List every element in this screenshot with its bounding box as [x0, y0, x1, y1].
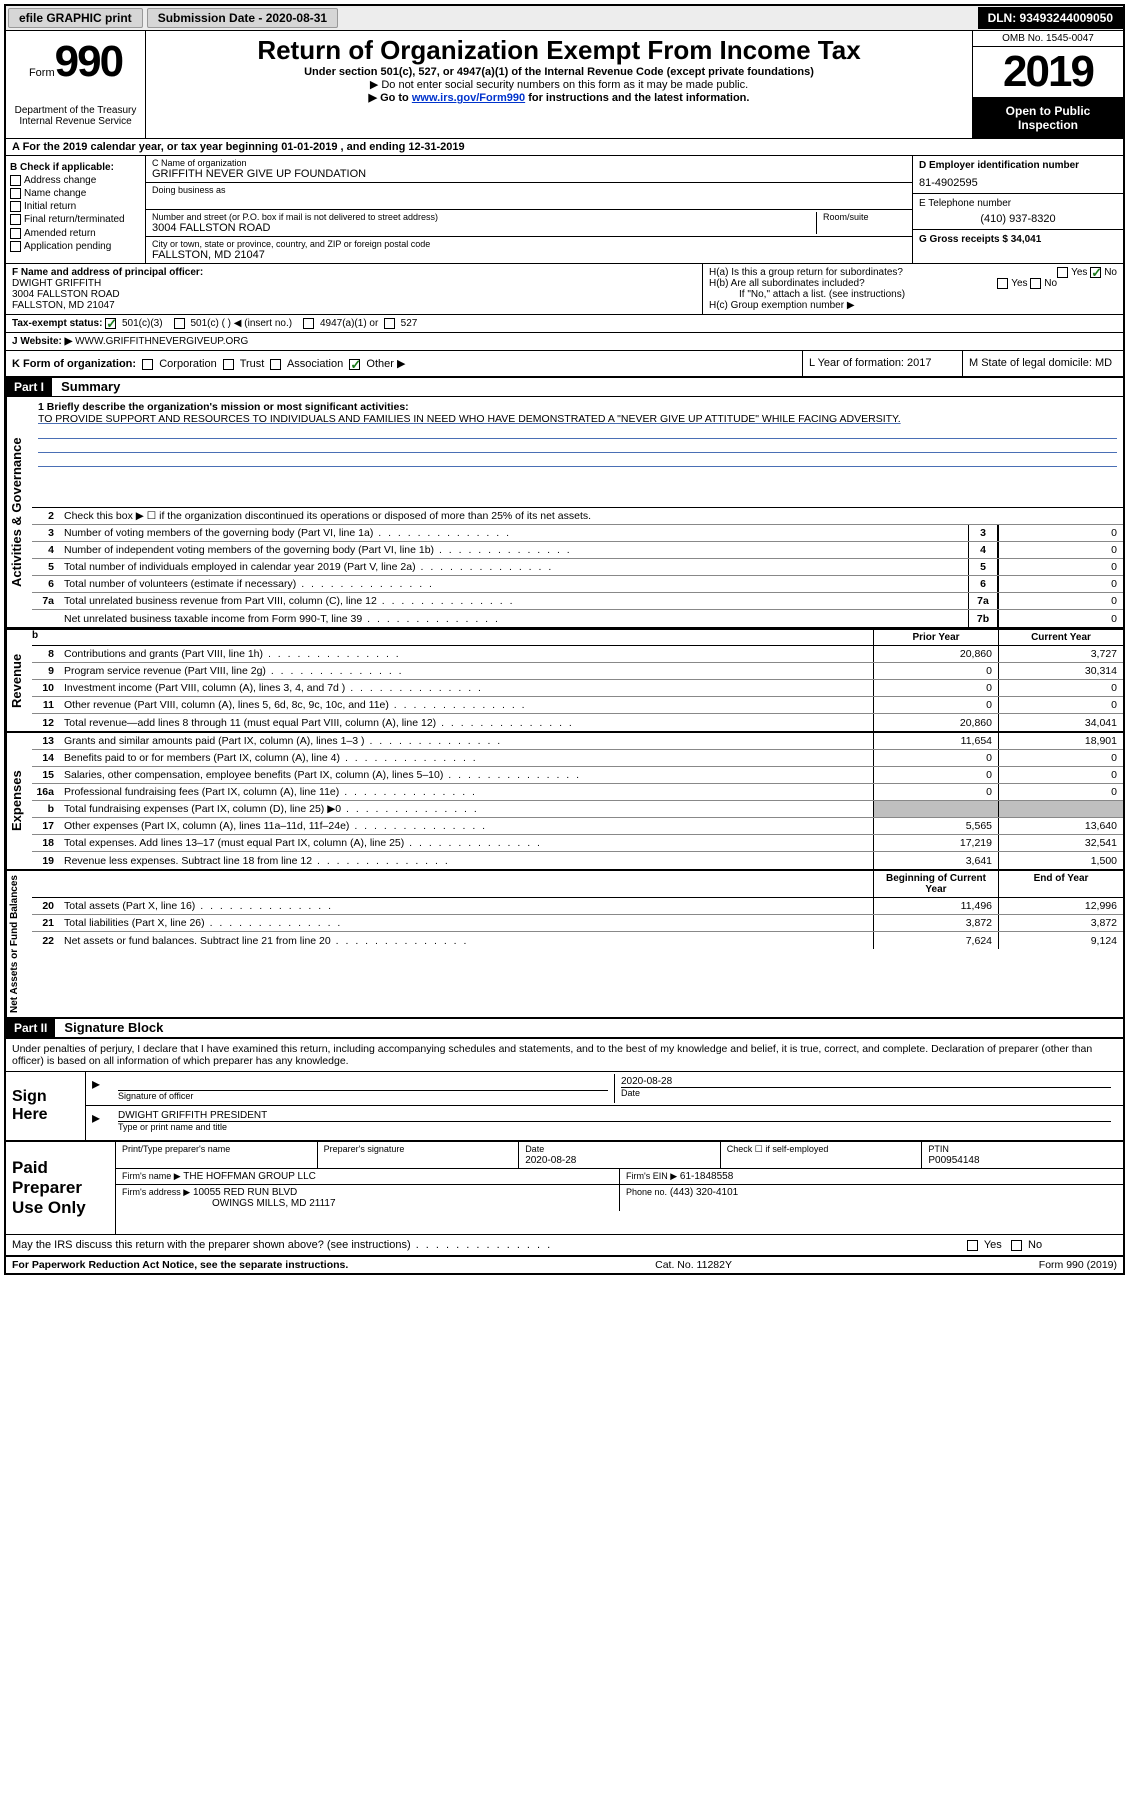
gross-receipts: G Gross receipts $ 34,041: [919, 234, 1117, 245]
check-527[interactable]: [384, 318, 395, 329]
omb-number: OMB No. 1545-0047: [973, 31, 1123, 47]
declaration-text: Under penalties of perjury, I declare th…: [6, 1038, 1123, 1071]
phone-value: (410) 937-8320: [919, 209, 1117, 225]
line-11: 11Other revenue (Part VIII, column (A), …: [32, 697, 1123, 714]
line-12: 12Total revenue—add lines 8 through 11 (…: [32, 714, 1123, 731]
dln-label: DLN: 93493244009050: [978, 7, 1123, 29]
mission-box: 1 Briefly describe the organization's mi…: [32, 397, 1123, 508]
check-501c3[interactable]: [105, 318, 116, 329]
officer-group-row: F Name and address of principal officer:…: [6, 264, 1123, 315]
identity-block: B Check if applicable: Address change Na…: [6, 156, 1123, 264]
gov-line-5: 5Total number of individuals employed in…: [32, 559, 1123, 576]
discuss-row: May the IRS discuss this return with the…: [6, 1235, 1123, 1257]
paid-preparer-section: Paid Preparer Use Only Print/Type prepar…: [6, 1141, 1123, 1235]
form-header: Form990 Department of the Treasury Inter…: [6, 31, 1123, 139]
netassets-label: Net Assets or Fund Balances: [6, 871, 32, 1017]
gov-line-4: 4Number of independent voting members of…: [32, 542, 1123, 559]
check-if-applicable: B Check if applicable: Address change Na…: [6, 156, 146, 263]
part-ii-header: Part II Signature Block: [6, 1019, 1123, 1038]
check-amended[interactable]: Amended return: [10, 228, 141, 239]
sign-here-section: Sign Here Signature of officer 2020-08-2…: [6, 1071, 1123, 1141]
discuss-no[interactable]: [1011, 1240, 1022, 1251]
ein-value: 81-4902595: [919, 171, 1117, 189]
top-toolbar: efile GRAPHIC print Submission Date - 20…: [6, 6, 1123, 31]
gov-line-7b: Net unrelated business taxable income fr…: [32, 610, 1123, 627]
line-21: 21Total liabilities (Part X, line 26)3,8…: [32, 915, 1123, 932]
line-20: 20Total assets (Part X, line 16)11,49612…: [32, 898, 1123, 915]
check-initial-return[interactable]: Initial return: [10, 201, 141, 212]
governance-label: Activities & Governance: [6, 397, 32, 627]
year-column: OMB No. 1545-0047 2019 Open to Public In…: [973, 31, 1123, 138]
officer-name: DWIGHT GRIFFITH PRESIDENT: [118, 1110, 1111, 1121]
line-17: 17Other expenses (Part IX, column (A), l…: [32, 818, 1123, 835]
org-address: 3004 FALLSTON ROAD: [152, 222, 816, 234]
year-formation: L Year of formation: 2017: [803, 351, 963, 376]
gov-line-6: 6Total number of volunteers (estimate if…: [32, 576, 1123, 593]
group-return: H(a) Is this a group return for subordin…: [703, 264, 1123, 314]
line-8: 8Contributions and grants (Part VIII, li…: [32, 646, 1123, 663]
form-of-org-row: K Form of organization: Corporation Trus…: [6, 351, 1123, 378]
check-final-return[interactable]: Final return/terminated: [10, 214, 141, 225]
line-15: 15Salaries, other compensation, employee…: [32, 767, 1123, 784]
paid-preparer-label: Paid Preparer Use Only: [6, 1142, 116, 1234]
org-name: GRIFFITH NEVER GIVE UP FOUNDATION: [152, 168, 906, 180]
org-city: FALLSTON, MD 21047: [152, 249, 906, 261]
instructions-link[interactable]: www.irs.gov/Form990: [412, 92, 525, 104]
gov-line-7a: 7aTotal unrelated business revenue from …: [32, 593, 1123, 610]
footer: For Paperwork Reduction Act Notice, see …: [6, 1257, 1123, 1273]
line-19: 19Revenue less expenses. Subtract line 1…: [32, 852, 1123, 869]
section-net-assets: Net Assets or Fund Balances Beginning of…: [6, 871, 1123, 1019]
check-501c[interactable]: [174, 318, 185, 329]
revenue-headers: b Prior Year Current Year: [32, 630, 1123, 646]
subtitle-1: Under section 501(c), 527, or 4947(a)(1)…: [156, 66, 962, 78]
website-row: J Website: ▶ WWW.GRIFFITHNEVERGIVEUP.ORG: [6, 333, 1123, 351]
tax-status-row: Tax-exempt status: 501(c)(3) 501(c) ( ) …: [6, 315, 1123, 333]
line-22: 22Net assets or fund balances. Subtract …: [32, 932, 1123, 949]
inspection-badge: Open to Public Inspection: [973, 98, 1123, 138]
form-id-block: Form990 Department of the Treasury Inter…: [6, 31, 146, 138]
line-b: bTotal fundraising expenses (Part IX, co…: [32, 801, 1123, 818]
row-a-period: A For the 2019 calendar year, or tax yea…: [6, 139, 1123, 156]
check-application-pending[interactable]: Application pending: [10, 241, 141, 252]
line-10: 10Investment income (Part VIII, column (…: [32, 680, 1123, 697]
form-number: 990: [55, 37, 122, 86]
submission-date-button[interactable]: Submission Date - 2020-08-31: [147, 8, 338, 28]
section-governance: Activities & Governance 1 Briefly descri…: [6, 397, 1123, 629]
subtitle-3: ▶ Go to www.irs.gov/Form990 for instruct…: [156, 91, 962, 104]
part-i-header: Part I Summary: [6, 378, 1123, 397]
state-domicile: M State of legal domicile: MD: [963, 351, 1123, 376]
principal-officer: F Name and address of principal officer:…: [6, 264, 703, 314]
check-name-change[interactable]: Name change: [10, 188, 141, 199]
line-18: 18Total expenses. Add lines 13–17 (must …: [32, 835, 1123, 852]
line-14: 14Benefits paid to or for members (Part …: [32, 750, 1123, 767]
discuss-yes[interactable]: [967, 1240, 978, 1251]
form-word: Form: [29, 67, 55, 79]
main-title: Return of Organization Exempt From Incom…: [156, 35, 962, 66]
title-column: Return of Organization Exempt From Incom…: [146, 31, 973, 138]
website-value: WWW.GRIFFITHNEVERGIVEUP.ORG: [75, 336, 248, 347]
line-16a: 16aProfessional fundraising fees (Part I…: [32, 784, 1123, 801]
check-address-change[interactable]: Address change: [10, 175, 141, 186]
tax-year: 2019: [973, 47, 1123, 98]
section-expenses: Expenses 13Grants and similar amounts pa…: [6, 733, 1123, 871]
line-9: 9Program service revenue (Part VIII, lin…: [32, 663, 1123, 680]
netassets-headers: Beginning of Current Year End of Year: [32, 871, 1123, 898]
expenses-label: Expenses: [6, 733, 32, 869]
dba-value: [152, 195, 906, 207]
subtitle-2: ▶ Do not enter social security numbers o…: [156, 78, 962, 91]
efile-button[interactable]: efile GRAPHIC print: [8, 8, 143, 28]
sign-here-label: Sign Here: [6, 1072, 86, 1140]
firm-name: THE HOFFMAN GROUP LLC: [183, 1171, 316, 1182]
gov-line-3: 3Number of voting members of the governi…: [32, 525, 1123, 542]
check-4947[interactable]: [303, 318, 314, 329]
section-revenue: Revenue b Prior Year Current Year 8Contr…: [6, 629, 1123, 733]
right-identity: D Employer identification number 81-4902…: [913, 156, 1123, 263]
mission-text: TO PROVIDE SUPPORT AND RESOURCES TO INDI…: [38, 413, 1117, 425]
revenue-label: Revenue: [6, 630, 32, 731]
org-identity: C Name of organization GRIFFITH NEVER GI…: [146, 156, 913, 263]
dept-label: Department of the Treasury Internal Reve…: [12, 87, 139, 127]
line-13: 13Grants and similar amounts paid (Part …: [32, 733, 1123, 750]
form-990-page: efile GRAPHIC print Submission Date - 20…: [4, 4, 1125, 1275]
